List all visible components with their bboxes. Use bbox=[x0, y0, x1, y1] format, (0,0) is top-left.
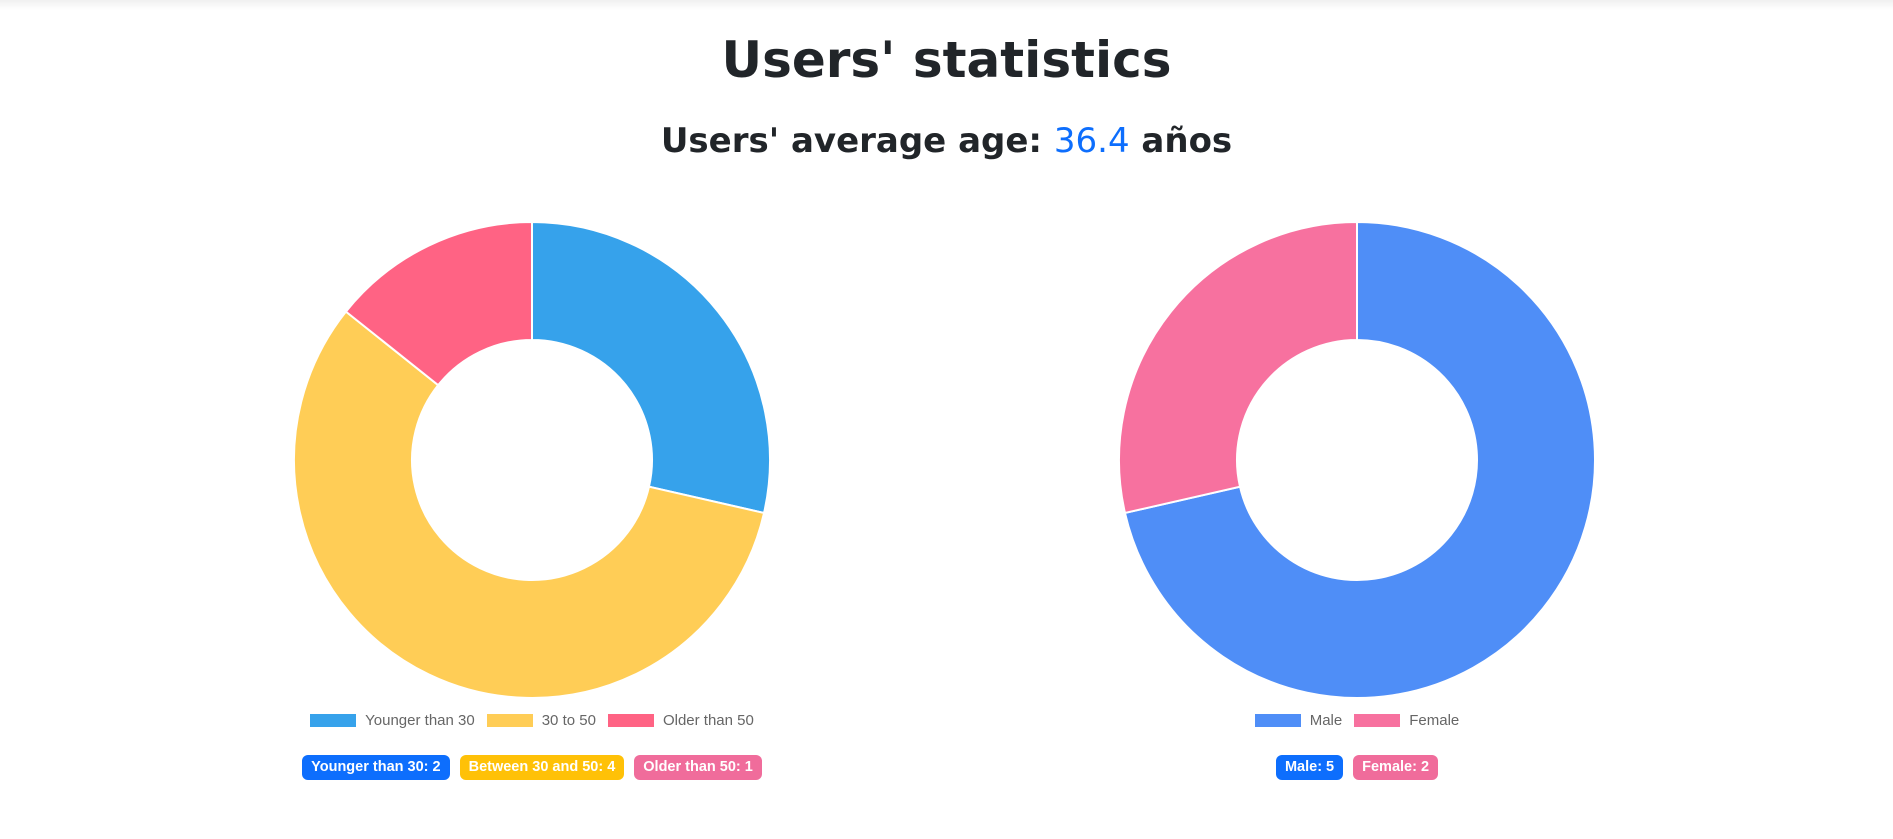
legend-label: Older than 50 bbox=[662, 711, 754, 729]
average-age-value: 36.4 bbox=[1053, 121, 1130, 161]
slice-male[interactable] bbox=[1123, 220, 1596, 699]
legend-label: 30 to 50 bbox=[541, 711, 596, 729]
legend-label: Younger than 30 bbox=[365, 711, 475, 729]
slice-30-to-50[interactable] bbox=[293, 310, 766, 699]
gender-chart-legend: Male Female bbox=[1097, 708, 1617, 732]
legend-swatch bbox=[607, 713, 654, 727]
count-badge: Younger than 30: 2 bbox=[302, 754, 450, 780]
gender-badges: Male: 5 Female: 2 bbox=[1097, 754, 1617, 780]
count-badge: Male: 5 bbox=[1275, 754, 1344, 780]
top-shadow bbox=[0, 0, 1893, 10]
gender-doughnut-chart bbox=[1118, 220, 1596, 699]
legend-swatch bbox=[1354, 713, 1401, 727]
legend-item-female[interactable]: Female bbox=[1354, 712, 1459, 729]
count-badge: Between 30 and 50: 4 bbox=[459, 754, 625, 780]
age-chart-legend: Younger than 30 30 to 50 Older than 50 bbox=[272, 708, 792, 732]
average-age-heading: Users' average age: 36.4 años bbox=[0, 116, 1893, 166]
slice-older-than-50[interactable] bbox=[344, 220, 533, 387]
legend-item-older-than-50[interactable]: Older than 50 bbox=[607, 711, 754, 729]
legend-swatch bbox=[1254, 713, 1301, 727]
legend-swatch bbox=[310, 713, 357, 727]
count-badge: Female: 2 bbox=[1353, 754, 1439, 780]
slice-female[interactable] bbox=[1118, 220, 1358, 515]
legend-item-male[interactable]: Male bbox=[1254, 711, 1343, 729]
average-age-unit: años bbox=[1141, 121, 1233, 161]
age-doughnut-chart bbox=[293, 220, 771, 699]
age-badges: Younger than 30: 2 Between 30 and 50: 4 Ol… bbox=[272, 754, 792, 780]
count-badge: Older than 50: 1 bbox=[634, 754, 762, 780]
legend-swatch bbox=[486, 713, 533, 727]
page-title: Users' statistics bbox=[721, 31, 1172, 89]
legend-label: Female bbox=[1409, 711, 1460, 729]
slice-younger-than-30[interactable] bbox=[531, 220, 771, 515]
legend-label: Male bbox=[1309, 711, 1343, 729]
age-chart-panel bbox=[272, 200, 792, 800]
legend-item-younger-than-30[interactable]: Younger than 30 bbox=[310, 712, 475, 729]
legend-item-30-to-50[interactable]: 30 to 50 bbox=[486, 711, 596, 729]
average-age-label: Users' average age: bbox=[660, 121, 1043, 161]
gender-chart-panel bbox=[1097, 200, 1617, 800]
